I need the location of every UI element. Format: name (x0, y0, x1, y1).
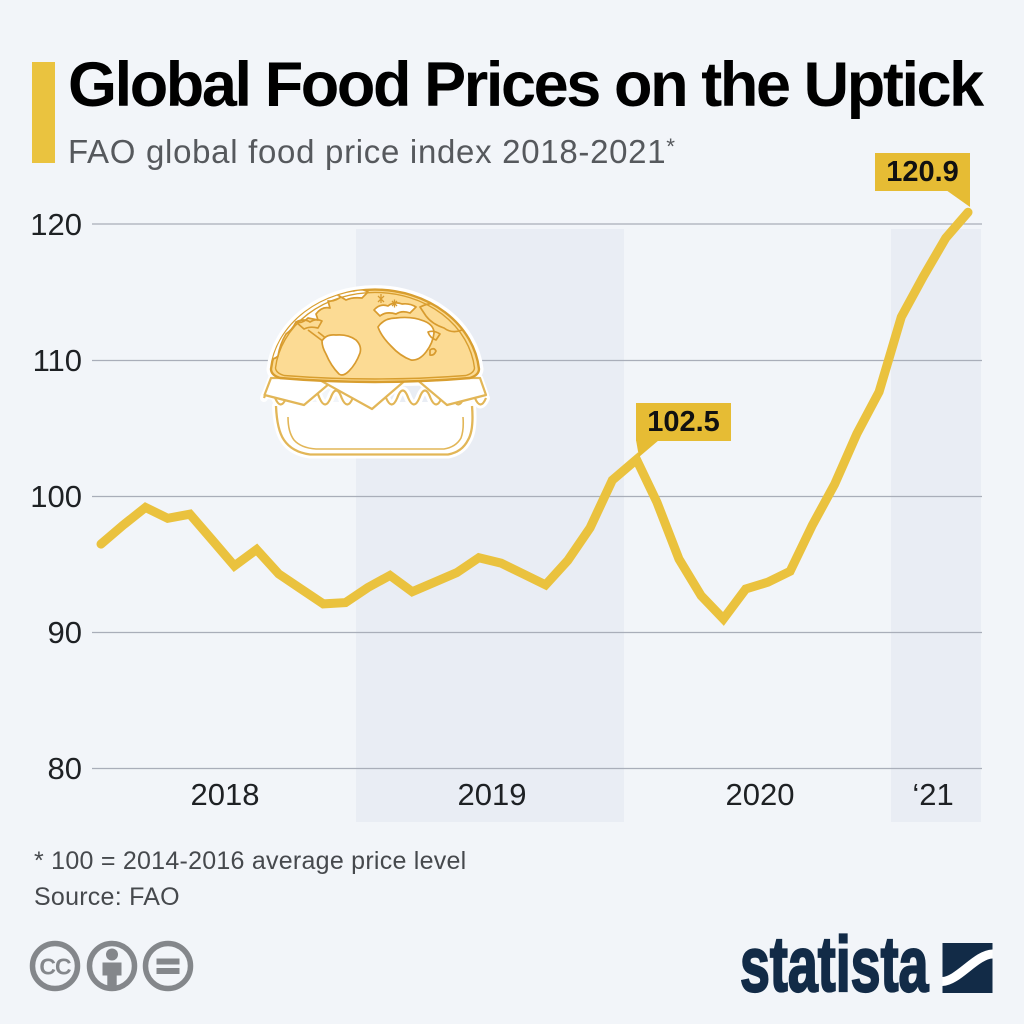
svg-text:statista: statista (740, 921, 929, 1008)
svg-text:CC: CC (39, 954, 71, 980)
